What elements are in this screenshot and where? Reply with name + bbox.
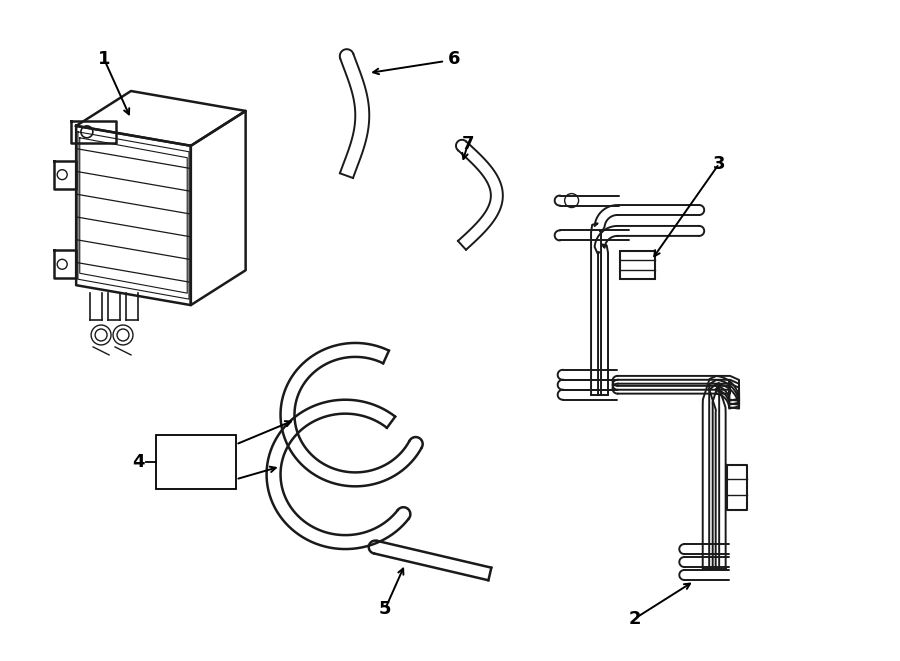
Text: 7: 7 <box>462 135 474 153</box>
Text: 1: 1 <box>98 50 111 68</box>
Text: 6: 6 <box>447 50 460 68</box>
Text: 5: 5 <box>379 600 392 618</box>
Text: 4: 4 <box>131 453 144 471</box>
Text: 3: 3 <box>713 155 725 173</box>
Text: 2: 2 <box>628 610 641 628</box>
